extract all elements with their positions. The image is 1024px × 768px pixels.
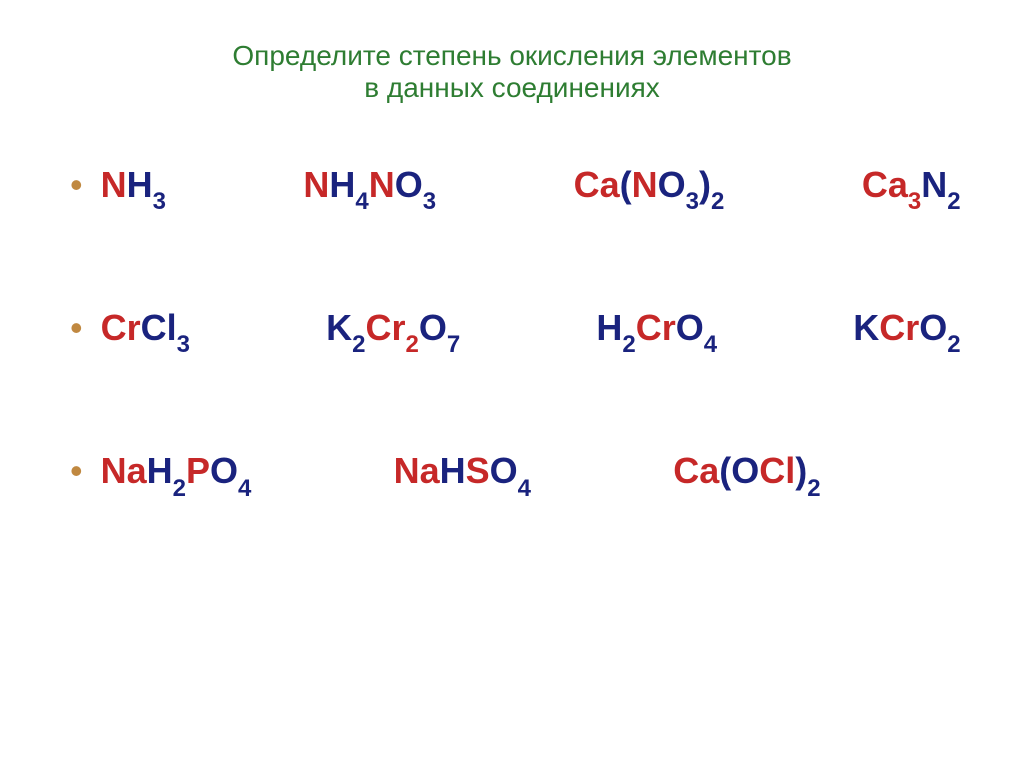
formula-group: NH3 NH4NO3 Ca(NO3)2 Ca3N2: [101, 164, 961, 212]
formula-row: • CrCl3 K2Cr2O7 H2CrO4 KCrO2: [70, 307, 984, 355]
slide-title: Определите степень окисления элементов в…: [0, 0, 1024, 134]
formula-row: • NaH2PO4 NaHSO4 Ca(OCl)2: [70, 450, 984, 498]
formula-group: CrCl3 K2Cr2O7 H2CrO4 KCrO2: [101, 307, 961, 355]
chemical-formula: NH3: [101, 164, 166, 212]
title-line-1: Определите степень окисления элементов: [0, 40, 1024, 72]
chemical-formula: K2Cr2O7: [326, 307, 460, 355]
chemical-formula: NH4NO3: [303, 164, 436, 212]
formula-group: NaH2PO4 NaHSO4 Ca(OCl)2: [101, 450, 821, 498]
chemical-formula: Ca3N2: [862, 164, 961, 212]
chemical-formula: Ca(OCl)2: [673, 450, 820, 498]
content-area: • NH3 NH4NO3 Ca(NO3)2 Ca3N2 • CrCl3 K2Cr2O7 H2Cr…: [0, 164, 1024, 499]
chemical-formula: KCrO2: [853, 307, 960, 355]
bullet-icon: •: [70, 310, 83, 346]
chemical-formula: NaH2PO4: [101, 450, 252, 498]
chemical-formula: NaHSO4: [394, 450, 531, 498]
chemical-formula: Ca(NO3)2: [574, 164, 725, 212]
formula-row: • NH3 NH4NO3 Ca(NO3)2 Ca3N2: [70, 164, 984, 212]
title-line-2: в данных соединениях: [0, 72, 1024, 104]
chemical-formula: H2CrO4: [596, 307, 717, 355]
bullet-icon: •: [70, 167, 83, 203]
bullet-icon: •: [70, 453, 83, 489]
chemical-formula: CrCl3: [101, 307, 190, 355]
